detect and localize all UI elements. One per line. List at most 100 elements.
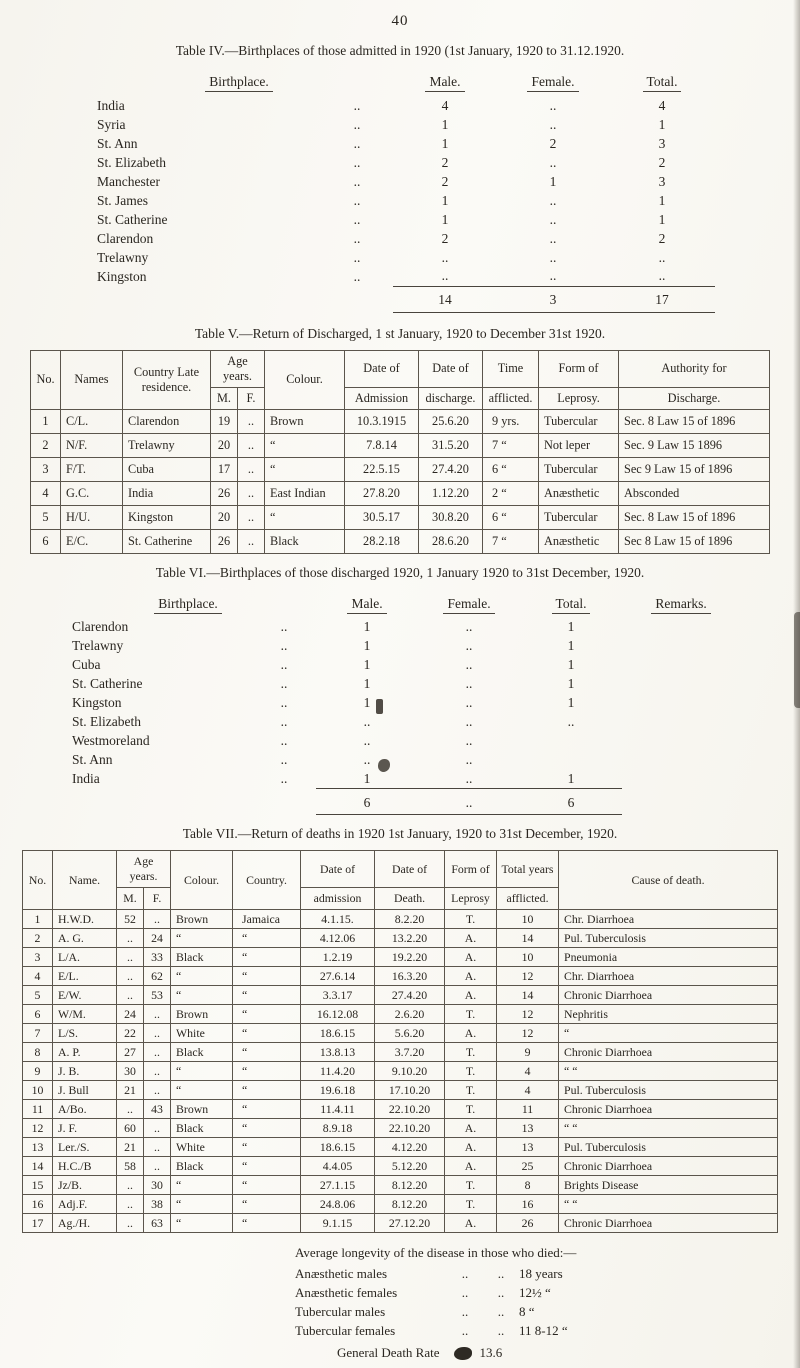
table7-col-age: Age years. bbox=[115, 850, 172, 888]
table-cell: 28.2.18 bbox=[344, 528, 419, 554]
table-cell: St. Elizabeth bbox=[72, 714, 141, 729]
table-cell: 30.8.20 bbox=[418, 504, 483, 530]
table-cell: .. bbox=[280, 676, 288, 691]
table-cell: 7 “ bbox=[482, 528, 539, 554]
summary-line: Anæsthetic females .. .. 12½ “ bbox=[295, 1285, 635, 1301]
table-row: Cuba.. 1.. 1 bbox=[60, 656, 740, 675]
table-cell: 16.3.20 bbox=[374, 966, 446, 986]
table-cell: 2 “ bbox=[482, 480, 539, 506]
table-cell: Black bbox=[170, 947, 234, 967]
table-cell: 13 bbox=[496, 1137, 560, 1157]
table-cell: .. bbox=[465, 638, 473, 653]
table-cell: “ bbox=[264, 456, 345, 482]
table-row: Syria.. 1.. 1 bbox=[85, 115, 715, 134]
spacer-cell bbox=[321, 286, 393, 312]
table-cell: H.W.D. bbox=[52, 909, 117, 929]
table7-col-no: No. bbox=[22, 850, 53, 910]
table-cell: 9.1.15 bbox=[300, 1213, 376, 1233]
table-cell: H/U. bbox=[60, 504, 123, 530]
table-cell: .. bbox=[116, 1099, 144, 1119]
table-row: Clarendon.. 1.. 1 bbox=[60, 618, 740, 637]
table-cell: 8.12.20 bbox=[374, 1175, 446, 1195]
table-cell: Westmoreland bbox=[72, 733, 150, 748]
table7-col-date-death-top: Date of bbox=[374, 850, 446, 888]
table-cell: 1 bbox=[567, 695, 575, 710]
table-cell: 25.6.20 bbox=[418, 408, 483, 434]
table6-col-remarks: Remarks. bbox=[622, 587, 740, 618]
table-cell: .. bbox=[237, 480, 265, 506]
table4-totals-row: 14 3 17 bbox=[85, 285, 715, 313]
summary-block: Average longevity of the disease in thos… bbox=[295, 1245, 635, 1361]
table-cell: Tubercular bbox=[538, 456, 619, 482]
table-cell: Black bbox=[170, 1118, 234, 1138]
table-cell: “ bbox=[170, 1061, 234, 1081]
table-cell: 11 bbox=[22, 1099, 53, 1119]
table4-total-male: 14 bbox=[393, 285, 497, 313]
leader-dots: .. bbox=[497, 1304, 505, 1319]
table7-col-date-admission-bottom: admission bbox=[300, 887, 376, 910]
table-cell: Adj.F. bbox=[52, 1194, 117, 1214]
table5-title: Table V.—Return of Discharged, 1 st Janu… bbox=[194, 325, 606, 341]
table-cell: 33 bbox=[142, 947, 172, 967]
table-cell: 27 bbox=[116, 1042, 144, 1062]
table-cell: Sec. 9 Law 15 1896 bbox=[618, 432, 770, 458]
table-cell: Chronic Diarrhoea bbox=[558, 1099, 778, 1119]
leader-dots: .. bbox=[461, 1266, 469, 1281]
table7-col-colour: Colour. bbox=[170, 850, 234, 910]
table4-col-total: Total. bbox=[609, 65, 715, 96]
table-cell: 22.10.20 bbox=[374, 1118, 446, 1138]
table-cell: 1 bbox=[567, 638, 575, 653]
table-row: 10 J. Bull 21.. ““19.6.18 17.10.20 T. 4 Pul. Tu… bbox=[22, 1080, 778, 1100]
table-cell: 1 bbox=[441, 211, 449, 227]
table-cell: 1 bbox=[567, 657, 575, 672]
table-cell: “ bbox=[170, 1175, 234, 1195]
table-row: India.. 4.. 4 bbox=[85, 96, 715, 115]
table5-col-age: Age years. bbox=[210, 349, 265, 388]
table-cell: Cuba bbox=[72, 657, 101, 672]
table-cell: “ bbox=[558, 1023, 778, 1043]
table-cell: 1 bbox=[441, 116, 449, 132]
table5-col-form-top: Form of bbox=[538, 349, 619, 388]
page-number: 40 bbox=[391, 13, 409, 29]
table-cell: 53 bbox=[142, 985, 172, 1005]
table-cell: T. bbox=[444, 1004, 498, 1024]
table7-body: 1 H.W.D. 52.. Brown Jamaica 4.1.15. 8.2.20 T. 10… bbox=[22, 909, 778, 1233]
page-edge-mark bbox=[794, 612, 800, 708]
table4-col-birthplace-label: Birthplace. bbox=[205, 74, 273, 92]
table-cell: 3 bbox=[30, 456, 61, 482]
table-row: 3 F/T. Cuba 17.. “22.5.15 27.4.20 6 “Tubercula… bbox=[30, 456, 770, 482]
table-cell: 10 bbox=[22, 1080, 53, 1100]
table-cell: 9 bbox=[22, 1061, 53, 1081]
table-cell: 27.4.20 bbox=[418, 456, 483, 482]
table-cell: Chronic Diarrhoea bbox=[558, 985, 778, 1005]
table6-col-birthplace-label: Birthplace. bbox=[154, 595, 222, 614]
table-cell: 38 bbox=[142, 1194, 172, 1214]
table-row: 4 E/L... 62 ““27.6.14 16.3.20 A. 12 Chr. Diarrh… bbox=[22, 966, 778, 986]
table-cell: 28.6.20 bbox=[418, 528, 483, 554]
table-cell: .. bbox=[441, 249, 449, 265]
table4-col-male: Male. bbox=[393, 65, 497, 96]
table-row: 11 A/Bo... 43 Brown “11.4.11 22.10.20 T. 11 Chro… bbox=[22, 1099, 778, 1119]
table-cell: T. bbox=[444, 1175, 498, 1195]
table-cell: Ler./S. bbox=[52, 1137, 117, 1157]
table-cell: Chronic Diarrhoea bbox=[558, 1156, 778, 1176]
table-cell: 11.4.20 bbox=[300, 1061, 376, 1081]
table-row: 6 E/C. St. Catherine 26.. Black 28.2.18 28.6.2… bbox=[30, 528, 770, 554]
table-cell: Nephritis bbox=[558, 1004, 778, 1024]
table-row: St. Catherine.. 1.. 1 bbox=[60, 675, 740, 694]
table-row: Trelawny........ bbox=[85, 248, 715, 267]
table-cell: “ bbox=[264, 432, 345, 458]
table-cell: Clarendon bbox=[122, 408, 211, 434]
table-cell: .. bbox=[116, 1213, 144, 1233]
table6-col-birthplace: Birthplace. bbox=[60, 587, 316, 618]
table-cell: 2 bbox=[658, 154, 666, 170]
table5-col-no: No. bbox=[30, 349, 61, 410]
table-cell: Absconded bbox=[618, 480, 770, 506]
table-cell: 1.2.19 bbox=[300, 947, 376, 967]
table-cell: J. B. bbox=[52, 1061, 117, 1081]
table-cell: 6 “ bbox=[482, 456, 539, 482]
table-row: 5 H/U. Kingston 20.. “30.5.17 30.8.20 6 “Tuber… bbox=[30, 504, 770, 530]
table-cell: Brown bbox=[170, 1099, 234, 1119]
table4-foot: 14 3 17 bbox=[85, 285, 715, 313]
table-cell: White bbox=[170, 1023, 234, 1043]
